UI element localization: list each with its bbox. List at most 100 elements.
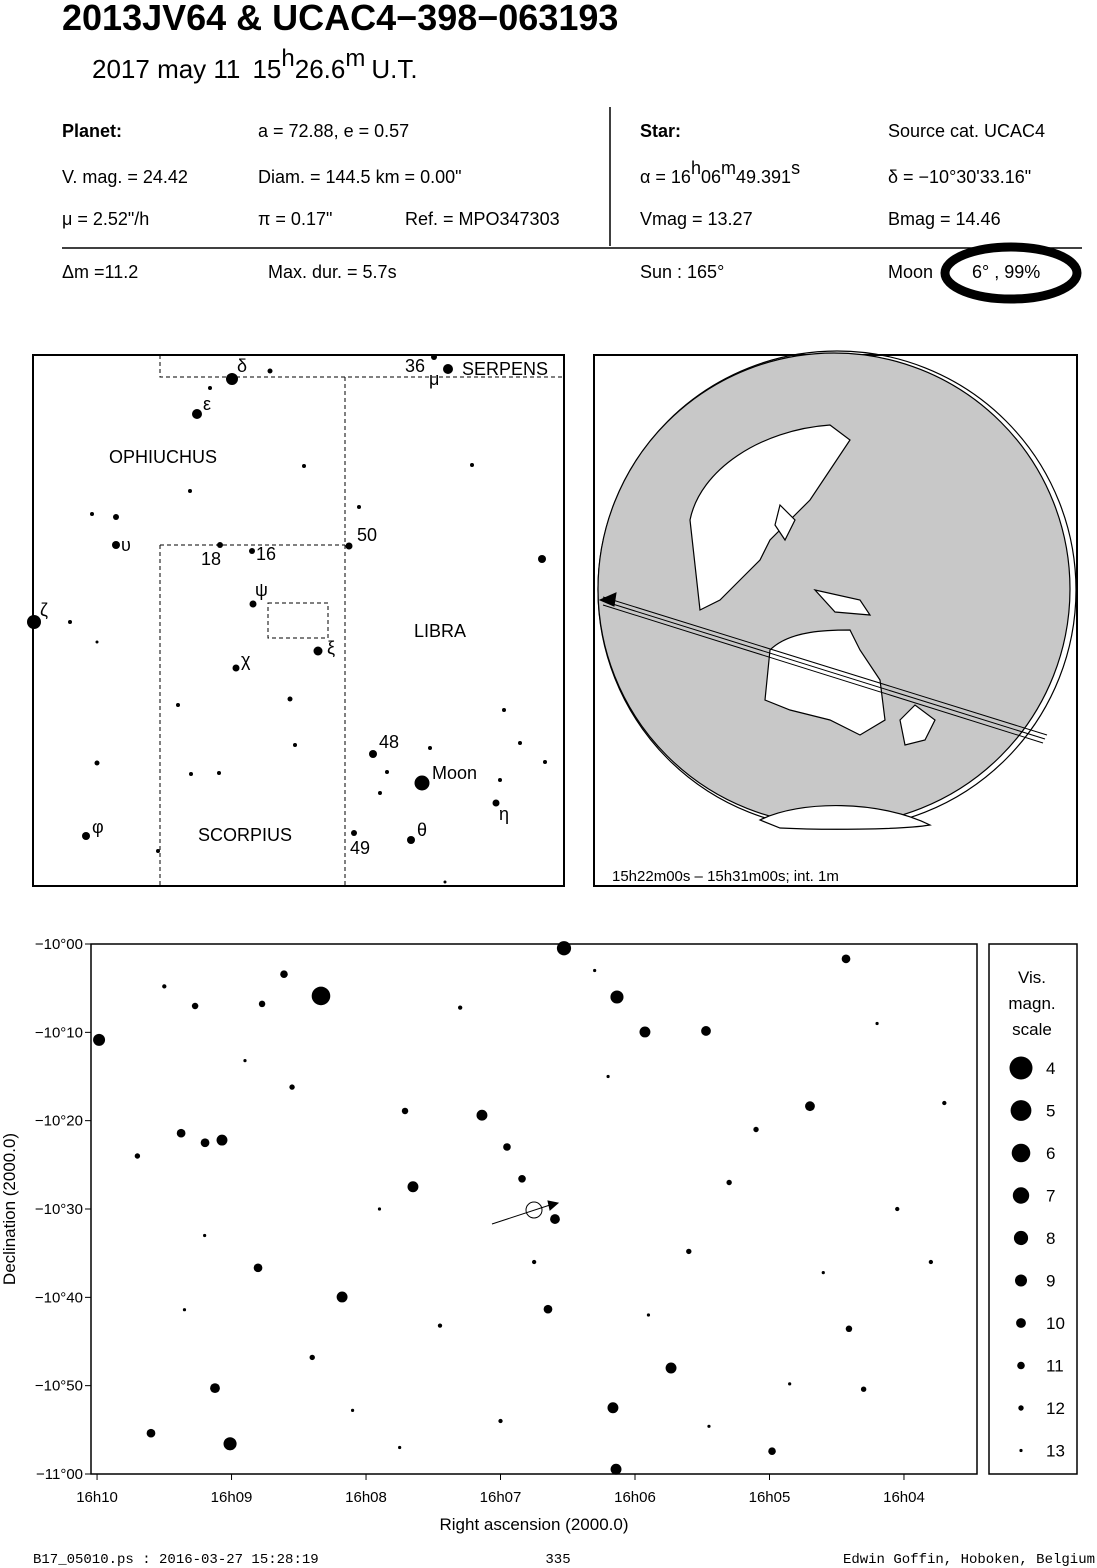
finder-stars bbox=[27, 354, 547, 884]
target-path bbox=[491, 1200, 560, 1225]
legend-label: 11 bbox=[1046, 1357, 1064, 1376]
star bbox=[498, 1418, 503, 1424]
legend-label: 6 bbox=[1046, 1144, 1055, 1163]
legend-dot bbox=[1018, 1405, 1024, 1411]
moon-label: Moon bbox=[432, 763, 477, 783]
star bbox=[401, 1107, 409, 1115]
star bbox=[726, 1179, 732, 1186]
star bbox=[895, 1206, 900, 1212]
star bbox=[768, 1447, 776, 1456]
boundaries bbox=[159, 355, 564, 886]
star bbox=[93, 1033, 106, 1046]
y-tick-label: −11°00 bbox=[36, 1466, 83, 1483]
star bbox=[311, 986, 331, 1006]
hours: 15 bbox=[252, 54, 281, 84]
date: 2017 may 11 bbox=[92, 54, 240, 84]
source: Source cat. UCAC4 bbox=[888, 121, 1045, 141]
star bbox=[258, 1000, 266, 1008]
legend-label: 13 bbox=[1046, 1442, 1065, 1461]
finder-labels: δ ε 36 μ SERPENS OPHIUCHUS 50 υ 18 16 ψ … bbox=[40, 356, 548, 858]
star bbox=[243, 1059, 247, 1063]
x-axis-label: Right ascension (2000.0) bbox=[439, 1515, 628, 1534]
star bbox=[134, 1153, 141, 1159]
star bbox=[350, 1408, 355, 1412]
star-name: 50 bbox=[357, 525, 377, 545]
star bbox=[200, 1138, 210, 1148]
star bbox=[518, 1174, 526, 1183]
star-label: Star: bbox=[640, 121, 681, 141]
star-name: ε bbox=[203, 394, 211, 414]
moon-label: Moon bbox=[888, 262, 933, 282]
legend-label: 5 bbox=[1046, 1102, 1055, 1121]
star bbox=[860, 1386, 867, 1392]
legend-dot bbox=[1010, 1100, 1032, 1121]
title: 2013JV64 & UCAC4−398−063193 bbox=[62, 0, 618, 38]
planet-label: Planet: bbox=[62, 121, 122, 141]
hour-unit: h bbox=[281, 45, 294, 72]
y-tick-label: −10°40 bbox=[35, 1289, 83, 1306]
star bbox=[686, 1248, 692, 1255]
star-name: ξ bbox=[327, 638, 335, 658]
star bbox=[531, 1259, 537, 1265]
y-axis-label: Declination (2000.0) bbox=[0, 1133, 19, 1285]
max-duration: Max. dur. = 5.7s bbox=[268, 262, 397, 282]
y-tick-label: −10°20 bbox=[35, 1113, 83, 1130]
ut: U.T. bbox=[371, 54, 417, 84]
unit: h bbox=[691, 158, 701, 178]
legend-title: Vis. bbox=[1018, 968, 1046, 987]
star bbox=[253, 1263, 263, 1273]
footer-page: 335 bbox=[545, 1552, 570, 1568]
star bbox=[556, 941, 572, 956]
star-name: η bbox=[499, 804, 509, 824]
legend-label: 12 bbox=[1046, 1399, 1065, 1418]
star bbox=[788, 1382, 792, 1386]
sun: Sun : 165° bbox=[640, 262, 724, 282]
legend-label: 8 bbox=[1046, 1229, 1055, 1248]
minute-unit: m bbox=[345, 45, 365, 72]
constellation: SERPENS bbox=[462, 359, 548, 379]
earth-caption: 15h22m00s – 15h31m00s; int. 1m bbox=[612, 868, 839, 885]
alpha: α = 16h06m49.391s bbox=[640, 158, 800, 187]
delta-mag: Δm =11.2 bbox=[62, 262, 138, 282]
star bbox=[407, 1181, 419, 1193]
alpha-m: 06 bbox=[701, 167, 721, 187]
alpha-h: α = 16 bbox=[640, 167, 691, 187]
legend-dot bbox=[1009, 1056, 1033, 1080]
legend-dot bbox=[1012, 1187, 1030, 1204]
y-tick-label: −10°10 bbox=[35, 1024, 83, 1041]
x-tick-label: 16h06 bbox=[614, 1489, 656, 1506]
star bbox=[146, 1428, 156, 1438]
star bbox=[805, 1101, 815, 1112]
star-name: ψ bbox=[255, 580, 268, 600]
star bbox=[550, 1214, 560, 1224]
star bbox=[309, 1354, 315, 1361]
y-tick-label: −10°00 bbox=[35, 936, 83, 953]
star bbox=[606, 1074, 610, 1079]
x-tick-label: 16h05 bbox=[749, 1489, 791, 1506]
moon-highlight bbox=[940, 242, 1082, 304]
legend-label: 4 bbox=[1046, 1059, 1055, 1078]
star bbox=[336, 1291, 348, 1303]
star bbox=[176, 1128, 186, 1138]
star bbox=[639, 1026, 651, 1038]
x-tick-label: 16h08 bbox=[345, 1489, 387, 1506]
star-name: 16 bbox=[256, 544, 276, 564]
star bbox=[665, 1362, 677, 1374]
star bbox=[458, 1005, 463, 1010]
star bbox=[377, 1207, 382, 1211]
constellation: SCORPIUS bbox=[198, 825, 292, 845]
star bbox=[646, 1313, 651, 1317]
minutes: 26.6 bbox=[295, 54, 346, 84]
star bbox=[210, 1383, 220, 1394]
star bbox=[223, 1437, 237, 1451]
star bbox=[182, 1308, 187, 1312]
legend-dot bbox=[1013, 1230, 1029, 1246]
star-name: 18 bbox=[201, 549, 221, 569]
legend-label: 10 bbox=[1046, 1314, 1065, 1333]
x-tick-label: 16h10 bbox=[76, 1489, 118, 1506]
moon: 6° , 99% bbox=[972, 262, 1040, 282]
shadow-track bbox=[598, 592, 1048, 744]
star bbox=[593, 968, 597, 973]
